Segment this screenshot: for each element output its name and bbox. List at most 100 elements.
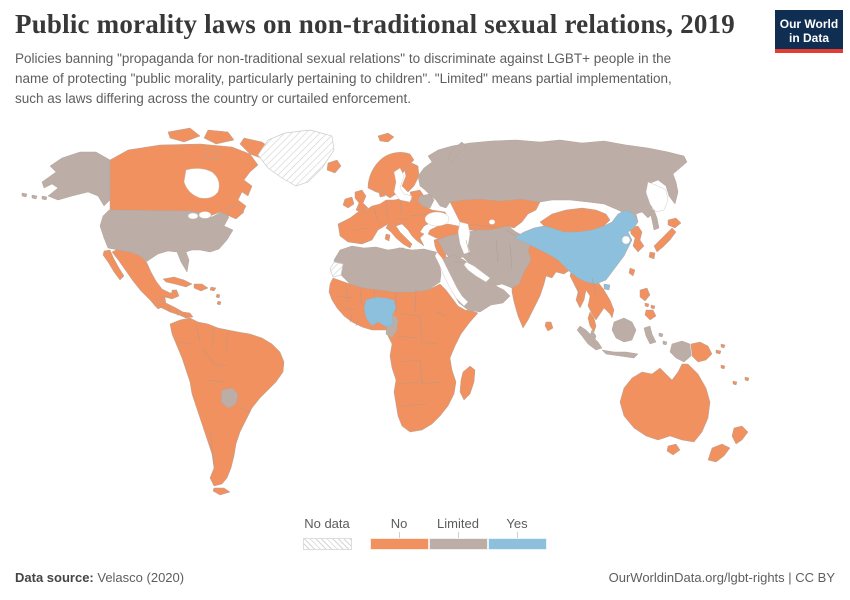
yellow-sea <box>621 235 631 245</box>
country-borders <box>159 199 597 467</box>
attribution-link[interactable]: OurWorldinData.org/lgbt-rights | CC BY <box>608 570 835 585</box>
region-java <box>601 349 639 359</box>
region-new-britain <box>715 343 726 355</box>
world-map[interactable] <box>0 112 850 517</box>
region-sri-lanka <box>544 321 554 332</box>
regions-status-yes[interactable] <box>363 209 639 328</box>
region-denmark <box>378 190 386 198</box>
legend-label-yes: Yes <box>506 516 528 531</box>
subtitle-line-3: such as laws differing across the countr… <box>15 90 411 106</box>
region-north-africa <box>333 245 442 293</box>
region-pacific-islands <box>720 364 750 386</box>
region-western-sahara <box>329 261 344 278</box>
region-novaya-zemlya <box>447 141 467 163</box>
legend-tick-limited <box>458 532 459 538</box>
legend-label-no-data: No data <box>304 516 350 531</box>
region-baja <box>102 249 125 281</box>
region-moluccas <box>658 332 668 346</box>
region-japan-honshu <box>653 227 677 253</box>
chart-footer: Data source: Velasco (2020) OurWorldinDa… <box>15 570 835 585</box>
legend-swatch-yes[interactable] <box>488 538 547 550</box>
region-new-zealand-north <box>731 425 749 445</box>
region-tierra-del-fuego <box>212 487 231 496</box>
region-japan-kyushu <box>648 251 656 260</box>
region-philippines-visayas <box>644 302 656 310</box>
region-philippines-mindanao <box>644 309 657 321</box>
owid-logo-line2: in Data <box>788 31 829 45</box>
region-sakhalin <box>649 209 660 231</box>
region-europe-mainland <box>337 197 449 247</box>
sea-of-okhotsk <box>645 181 669 213</box>
region-greenland <box>257 129 335 187</box>
region-borneo <box>611 317 637 343</box>
region-puerto-rico <box>209 286 217 292</box>
region-new-zealand-south <box>707 443 731 463</box>
owid-logo[interactable]: Our World in Data <box>775 10 843 53</box>
legend-label-limited: Limited <box>437 516 479 531</box>
baltic-sea <box>393 167 413 203</box>
region-finland <box>401 162 420 193</box>
region-ireland <box>342 196 355 209</box>
region-papua-new-guinea <box>690 341 713 363</box>
region-paraguay <box>220 387 239 409</box>
regions-status-no-data[interactable] <box>257 129 344 278</box>
legend-label-no: No <box>390 516 408 531</box>
region-africa-subsaharan <box>328 277 479 433</box>
region-central-america <box>151 299 194 319</box>
chart-subtitle: Policies banning "propaganda for non-tra… <box>15 49 765 109</box>
region-canada-arctic-1 <box>167 127 201 143</box>
legend-tick-yes <box>517 532 518 538</box>
regions-status-limited[interactable] <box>21 139 692 409</box>
chart-header: Public morality laws on non-traditional … <box>15 9 765 109</box>
region-sardinia <box>384 233 391 242</box>
region-usa <box>99 209 234 273</box>
world-map-svg[interactable] <box>0 112 850 517</box>
region-mexico <box>111 248 180 310</box>
region-japan-hokkaido <box>667 217 682 229</box>
great-lake-1 <box>187 212 199 220</box>
region-newfoundland <box>226 204 245 220</box>
data-source-value: Velasco (2020) <box>93 570 185 585</box>
region-taiwan <box>628 267 636 277</box>
region-antilles <box>215 293 222 306</box>
region-alaska <box>41 151 111 207</box>
data-source: Data source: Velasco (2020) <box>15 570 184 585</box>
region-sumatra <box>576 325 603 351</box>
caspian-sea <box>457 221 471 255</box>
red-sea <box>434 251 469 307</box>
region-sulawesi <box>643 325 657 345</box>
data-source-label: Data source: <box>15 570 94 585</box>
region-tasmania <box>666 443 681 456</box>
region-russia <box>417 139 688 223</box>
water-bodies <box>183 167 669 307</box>
region-canada <box>109 143 259 217</box>
region-jamaica <box>171 289 178 294</box>
persian-gulf <box>463 261 491 283</box>
subtitle-line-2: name of protecting "public morality, par… <box>15 70 672 86</box>
legend-tick-no <box>399 532 400 538</box>
region-malay-peninsula-north <box>587 311 597 333</box>
map-legend: No data No Limited Yes <box>0 514 850 554</box>
aral-sea <box>488 219 496 225</box>
region-hainan <box>603 283 611 291</box>
region-madagascar <box>459 365 476 401</box>
region-svalbard <box>377 132 395 143</box>
region-italy <box>385 223 413 249</box>
black-sea <box>424 211 450 227</box>
legend-swatch-limited[interactable] <box>429 538 488 550</box>
subtitle-line-1: Policies banning "propaganda for non-tra… <box>15 50 672 66</box>
hudson-bay <box>183 168 220 199</box>
region-uk <box>354 189 369 214</box>
region-aleutians <box>21 192 48 201</box>
region-cuba <box>162 276 193 288</box>
region-hispaniola <box>193 283 209 292</box>
region-korea <box>629 225 645 253</box>
great-lake-2 <box>198 211 212 219</box>
region-australia <box>619 363 711 443</box>
legend-swatch-no[interactable] <box>370 538 429 550</box>
region-iceland <box>326 159 342 174</box>
page-title: Public morality laws on non-traditional … <box>15 9 735 39</box>
legend-swatch-no-data[interactable] <box>303 538 352 550</box>
owid-logo-line1: Our World <box>779 17 839 31</box>
regions-status-no[interactable] <box>102 127 750 496</box>
